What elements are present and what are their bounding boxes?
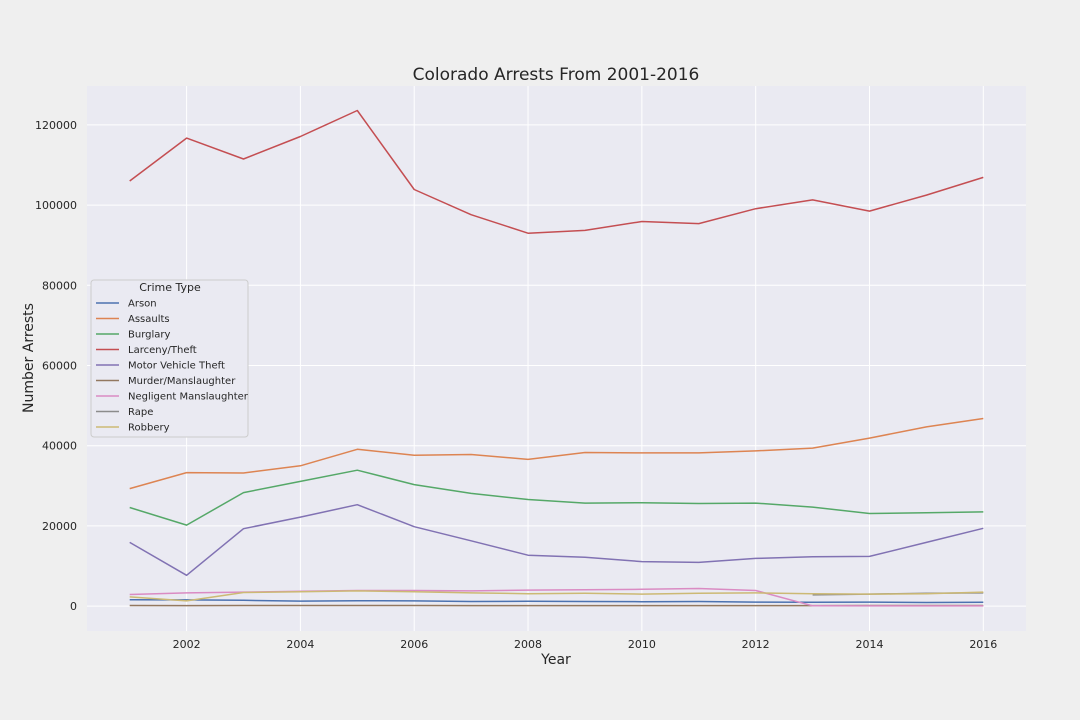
x-tick-label: 2012 [742, 638, 770, 651]
y-tick-label: 0 [70, 600, 77, 613]
series-line-arson [129, 598, 984, 604]
x-tick-label: 2006 [400, 638, 428, 651]
series-line-motor-vehicle-theft [129, 503, 984, 577]
legend-label-rape: Rape [128, 407, 153, 418]
legend-title: Crime Type [139, 281, 201, 294]
legend-label-motor-vehicle-theft: Motor Vehicle Theft [128, 361, 225, 372]
y-tick-label: 60000 [42, 360, 77, 373]
legend-label-larceny-theft: Larceny/Theft [128, 345, 197, 356]
legend-label-murder-manslaughter: Murder/Manslaughter [128, 376, 236, 387]
legend-label-robbery: Robbery [128, 423, 170, 434]
series-lines [129, 109, 984, 607]
chart-title: Colorado Arrests From 2001-2016 [413, 65, 700, 85]
y-tick-label: 120000 [35, 119, 77, 132]
tick-labels: 2002 2004 2006 2008 2010 2012 2014 2016 0 20000 40… [35, 119, 997, 651]
series-line-robbery [129, 590, 984, 602]
y-tick-label: 80000 [42, 279, 77, 292]
x-tick-label: 2008 [514, 638, 542, 651]
y-axis-label: Number Arrests [21, 303, 37, 413]
legend-label-arson: Arson [128, 299, 157, 310]
series-line-assaults [129, 417, 984, 490]
y-tick-label: 100000 [35, 199, 77, 212]
legend: Crime Type Arson Assaults Burglary Larceny/… [90, 279, 249, 438]
series-line-burglary [129, 469, 984, 526]
x-tick-label: 2014 [856, 638, 884, 651]
y-tick-label: 20000 [42, 520, 77, 533]
x-tick-label: 2016 [969, 638, 997, 651]
x-tick-label: 2002 [173, 638, 201, 651]
legend-box [90, 279, 249, 438]
x-tick-label: 2010 [628, 638, 656, 651]
series-line-larceny-theft [129, 109, 984, 234]
x-tick-label: 2004 [286, 638, 314, 651]
legend-label-negligent-manslaughter: Negligent Manslaughter [128, 392, 249, 403]
y-tick-label: 40000 [42, 440, 77, 453]
x-axis-label: Year [540, 652, 571, 668]
legend-label-burglary: Burglary [128, 330, 170, 341]
legend-label-assaults: Assaults [128, 314, 170, 325]
